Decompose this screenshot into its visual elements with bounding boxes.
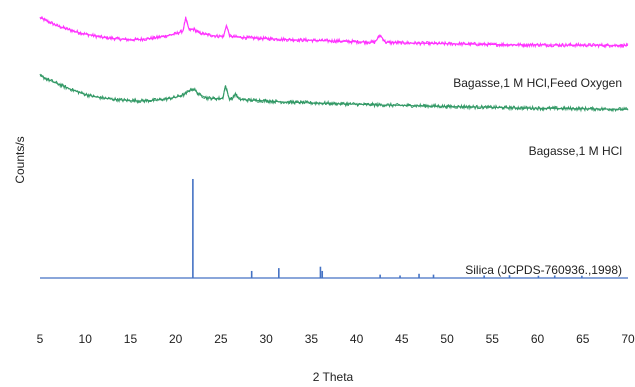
x-tick-label: 65 [576, 332, 590, 346]
x-tick-label: 40 [350, 332, 364, 346]
series-label: Bagasse,1 M HCl,Feed Oxygen [453, 76, 622, 90]
x-tick-label: 50 [440, 332, 454, 346]
x-tick-label: 70 [621, 332, 635, 346]
x-tick-label: 55 [486, 332, 500, 346]
series-peak-outline [39, 16, 628, 46]
x-tick-label: 15 [124, 332, 138, 346]
x-tick-label: 35 [305, 332, 319, 346]
y-axis-title: Counts/s [13, 136, 27, 183]
series-label: Silica (JCPDS-760936.,1998) [465, 263, 622, 277]
x-tick-label: 45 [395, 332, 409, 346]
x-tick-label: 5 [37, 332, 44, 346]
x-tick-label: 30 [259, 332, 273, 346]
x-tick-label: 60 [531, 332, 545, 346]
x-axis-ticks: 5 10 15 20 25 30 35 40 45 50 55 60 65 70 [37, 332, 635, 346]
series-group [39, 15, 629, 113]
x-tick-label: 10 [79, 332, 93, 346]
series-label: Bagasse,1 M HCl [529, 144, 622, 158]
stick-series-group [40, 178, 628, 279]
series-labels: Bagasse,1 M HCl,Feed Oxygen Bagasse,1 M … [453, 76, 622, 277]
series-line [39, 15, 629, 49]
x-tick-label: 25 [214, 332, 228, 346]
x-tick-label: 20 [169, 332, 183, 346]
x-axis-title: 2 Theta [313, 370, 354, 384]
series-peak-outline [39, 75, 629, 110]
